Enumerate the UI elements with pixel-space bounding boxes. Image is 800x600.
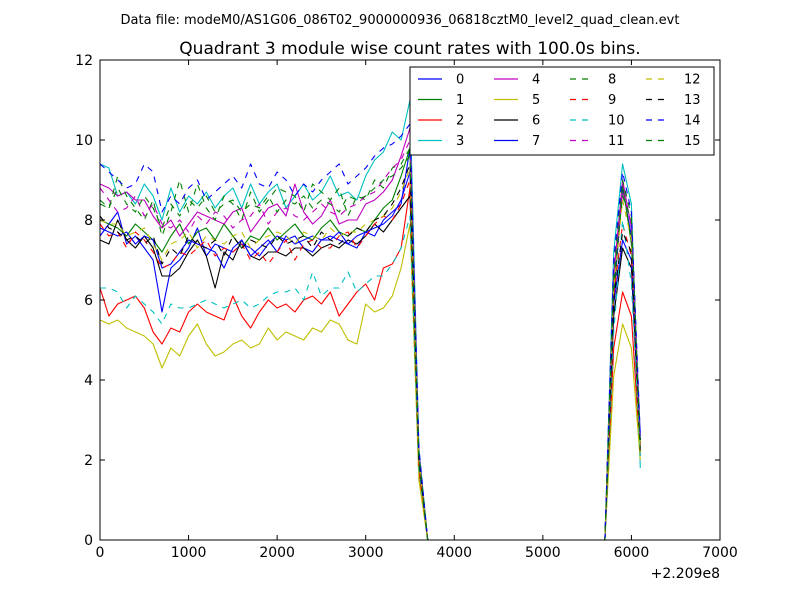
y-tick-label: 2 — [84, 453, 93, 469]
legend-label-10: 10 — [608, 114, 625, 129]
y-tick-label: 6 — [84, 293, 93, 309]
chart-title: Quadrant 3 module wise count rates with … — [179, 39, 640, 59]
legend-label-14: 14 — [684, 114, 701, 129]
legend-label-1: 1 — [456, 93, 464, 108]
legend-label-12: 12 — [684, 73, 701, 88]
series-line-15 — [99, 155, 641, 541]
legend-label-6: 6 — [532, 114, 540, 129]
plot-frame — [99, 59, 721, 541]
series-line-14 — [99, 123, 641, 541]
y-tick-label: 0 — [84, 533, 93, 549]
legend-label-11: 11 — [608, 134, 625, 149]
x-tick-label: 2000 — [259, 545, 295, 561]
x-tick-label: 1000 — [171, 545, 207, 561]
x-tick-label: 5000 — [525, 545, 561, 561]
y-tick-label: 12 — [75, 53, 93, 69]
legend-label-3: 3 — [456, 134, 464, 149]
x-tick-label: 6000 — [614, 545, 650, 561]
legend-label-9: 9 — [608, 93, 616, 108]
legend-label-8: 8 — [608, 73, 616, 88]
x-tick-label: 4000 — [436, 545, 472, 561]
y-tick-label: 10 — [75, 133, 93, 149]
x-tick-label: 7000 — [702, 545, 738, 561]
legend-label-2: 2 — [456, 114, 464, 129]
y-tick-label: 4 — [84, 373, 93, 389]
legend-label-0: 0 — [456, 73, 464, 88]
series-layer — [99, 99, 641, 541]
x-tick-label: 3000 — [348, 545, 384, 561]
data-file-header: Data file: modeM0/AS1G06_086T02_90000009… — [121, 13, 680, 28]
series-line-8 — [99, 147, 641, 541]
x-axis-offset-label: +2.209e8 — [651, 566, 720, 582]
legend-label-5: 5 — [532, 93, 540, 108]
legend-label-13: 13 — [684, 93, 701, 108]
x-tick-label: 0 — [96, 545, 105, 561]
legend-label-7: 7 — [532, 134, 540, 149]
y-tick-label: 8 — [84, 213, 93, 229]
legend-label-4: 4 — [532, 73, 540, 88]
series-line-5 — [99, 223, 641, 541]
legend-label-15: 15 — [684, 134, 701, 149]
